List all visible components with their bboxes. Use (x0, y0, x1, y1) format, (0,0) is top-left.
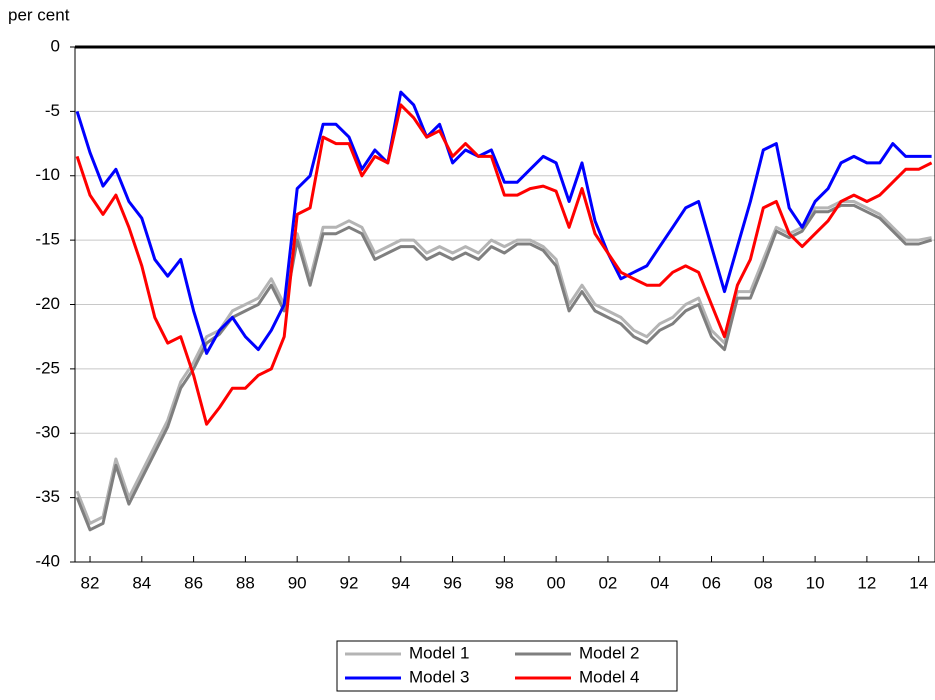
series-line (75, 203, 933, 532)
x-tick-label: 90 (288, 573, 307, 592)
series-line (75, 103, 933, 426)
x-tick-label: 98 (495, 573, 514, 592)
x-tick-label: 04 (650, 573, 669, 592)
y-axis-label: per cent (8, 5, 70, 24)
y-tick-label: -10 (35, 165, 60, 184)
x-tick-label: 14 (909, 573, 928, 592)
x-tick-label: 12 (857, 573, 876, 592)
x-tick-label: 10 (806, 573, 825, 592)
y-tick-label: -15 (35, 230, 60, 249)
legend-box (336, 640, 678, 692)
x-tick-label: 86 (184, 573, 203, 592)
x-tick-label: 08 (754, 573, 773, 592)
x-tick-label: 06 (702, 573, 721, 592)
x-tick-label: 94 (391, 573, 410, 592)
y-tick-label: -25 (35, 358, 60, 377)
x-tick-label: 84 (132, 573, 151, 592)
y-tick-label: -35 (35, 487, 60, 506)
y-tick-label: -30 (35, 423, 60, 442)
legend-label: Model 3 (409, 667, 469, 686)
y-tick-label: -5 (45, 101, 60, 120)
series-line (75, 90, 932, 355)
x-tick-label: 92 (340, 573, 359, 592)
legend-label: Model 1 (409, 643, 469, 662)
series-line (75, 200, 932, 525)
y-tick-label: -40 (35, 551, 60, 570)
x-tick-label: 82 (81, 573, 100, 592)
x-tick-label: 02 (598, 573, 617, 592)
legend-label: Model 4 (579, 667, 639, 686)
x-tick-label: 96 (443, 573, 462, 592)
x-tick-label: 00 (547, 573, 566, 592)
legend-label: Model 2 (579, 643, 639, 662)
y-tick-label: 0 (51, 36, 60, 55)
x-tick-label: 88 (236, 573, 255, 592)
y-tick-label: -20 (35, 294, 60, 313)
